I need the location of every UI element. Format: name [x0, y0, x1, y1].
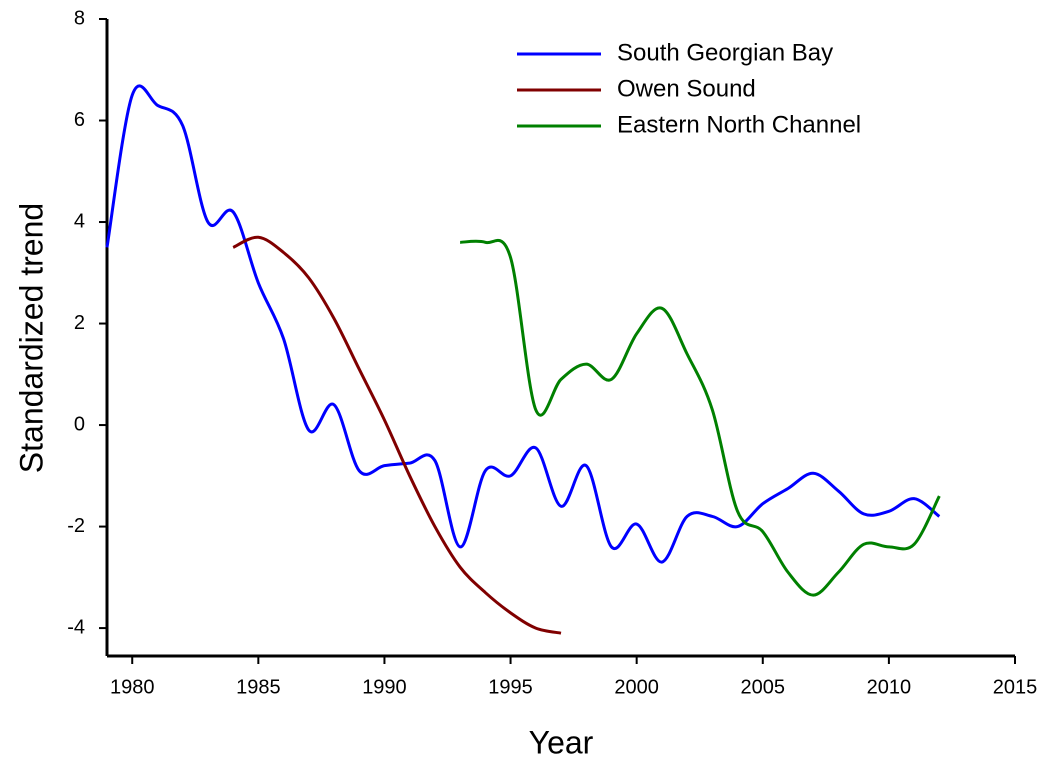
y-axis-title: Standardized trend [13, 203, 49, 473]
x-tick-label: 1995 [488, 676, 533, 698]
legend-label: Owen Sound [617, 75, 756, 102]
y-tick-label: 2 [74, 312, 85, 334]
y-tick-label: 0 [74, 413, 85, 435]
y-tick-label: 4 [74, 210, 85, 232]
legend-label: Eastern North Channel [617, 111, 861, 138]
x-tick-label: 1985 [236, 676, 281, 698]
y-tick-label: -2 [67, 515, 85, 537]
x-tick-label: 2000 [614, 676, 659, 698]
y-tick-label: 6 [74, 109, 85, 131]
y-tick-label: -4 [67, 616, 85, 638]
series-line [232, 235, 562, 635]
x-axis-title: Year [529, 724, 594, 760]
y-tick-label: 8 [74, 7, 85, 29]
x-tick-label: 1980 [110, 676, 155, 698]
x-tick-label: 1990 [362, 676, 407, 698]
series-line [460, 238, 941, 597]
series-line [105, 84, 941, 564]
x-tick-label: 2015 [993, 676, 1038, 698]
legend-label: South Georgian Bay [617, 39, 833, 66]
x-tick-label: 2005 [741, 676, 786, 698]
x-tick-label: 2010 [867, 676, 912, 698]
